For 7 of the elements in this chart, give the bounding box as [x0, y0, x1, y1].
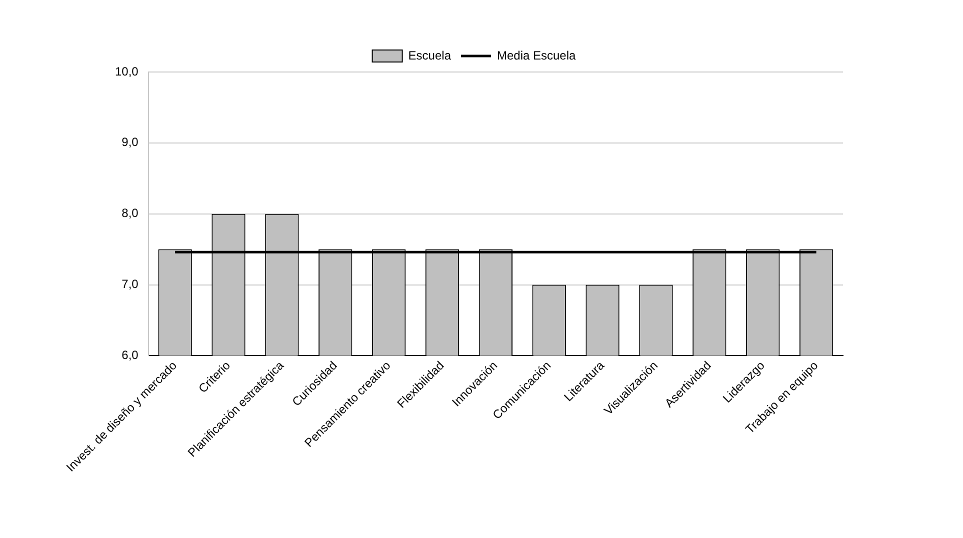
legend-label: Media Escuela [496, 48, 576, 62]
y-tick-label: 9,0 [122, 135, 139, 150]
y-tick-label: 6,0 [122, 348, 139, 362]
y-tick-label: 7,0 [122, 277, 139, 292]
y-tick-label: 10,0 [114, 64, 139, 78]
legend-label: Escuela [408, 48, 452, 62]
y-tick-label: 8,0 [122, 206, 139, 220]
